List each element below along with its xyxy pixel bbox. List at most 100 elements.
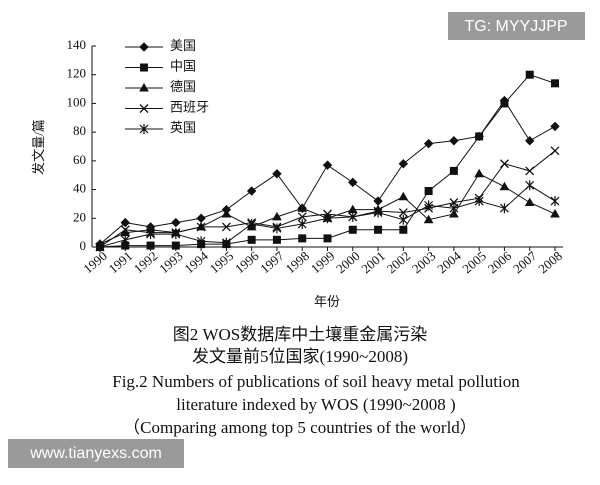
watermark: TG: MYYJJPP	[464, 18, 567, 35]
marker	[221, 208, 232, 218]
marker	[323, 213, 332, 224]
marker	[139, 42, 149, 52]
marker	[550, 121, 560, 132]
marker	[550, 146, 560, 156]
caption: Fig.2 Numbers of publications of soil he…	[112, 372, 520, 391]
marker	[120, 217, 130, 228]
watermark-box	[448, 12, 585, 40]
marker	[298, 234, 307, 243]
legend-label: 中国	[170, 58, 196, 73]
marker	[398, 208, 408, 218]
legend-label: 德国	[170, 79, 196, 94]
y-tick-label: 100	[67, 94, 87, 109]
y-tick-label: 60	[73, 152, 86, 167]
y-tick-label: 40	[73, 181, 86, 196]
marker	[449, 136, 459, 146]
marker	[500, 99, 509, 108]
x-tick-label: 1993	[156, 248, 186, 276]
marker	[499, 181, 510, 191]
x-tick-label: 2007	[510, 248, 540, 277]
marker	[297, 212, 307, 222]
marker	[171, 241, 180, 250]
marker	[297, 219, 307, 230]
y-tick-label: 0	[80, 238, 87, 253]
marker	[499, 159, 509, 169]
marker	[221, 237, 231, 248]
marker	[139, 82, 149, 92]
y-tick-label: 20	[73, 209, 86, 224]
y-tick-label: 80	[73, 123, 86, 138]
marker	[323, 234, 332, 243]
marker	[139, 124, 149, 134]
y-axis-label: 发文量/篇	[31, 119, 46, 175]
watermark: www.tianyexs.com	[29, 445, 162, 462]
x-tick-label: 1999	[308, 248, 338, 276]
x-tick-label: 1996	[232, 248, 262, 277]
marker	[171, 217, 181, 228]
x-tick-label: 1998	[283, 248, 313, 276]
marker	[196, 236, 206, 247]
marker	[525, 70, 534, 79]
marker	[525, 180, 535, 191]
caption: 发文量前5位国家(1990~2008)	[192, 347, 408, 366]
caption: （Comparing among top 5 countries of the …	[123, 418, 477, 437]
marker	[525, 136, 535, 146]
marker	[398, 159, 409, 169]
marker	[146, 241, 155, 250]
x-tick-label: 2004	[434, 248, 464, 277]
marker	[373, 196, 383, 206]
marker	[196, 213, 206, 223]
marker	[423, 214, 434, 224]
marker	[449, 166, 458, 175]
marker	[146, 229, 155, 240]
marker	[95, 242, 105, 252]
x-tick-label: 1997	[257, 248, 287, 277]
x-tick-label: 2005	[459, 248, 489, 276]
marker	[171, 229, 181, 240]
caption: literature indexed by WOS (1990~2008 )	[176, 395, 455, 414]
legend-label: 英国	[170, 120, 196, 135]
marker	[322, 160, 333, 170]
legend-label: 美国	[170, 38, 196, 53]
marker	[525, 166, 535, 176]
marker	[247, 219, 257, 230]
x-tick-label: 1994	[181, 248, 211, 277]
x-tick-label: 2000	[333, 248, 363, 276]
marker	[297, 203, 308, 212]
marker	[221, 222, 231, 232]
marker	[551, 79, 559, 88]
marker	[475, 132, 484, 141]
marker	[247, 235, 256, 244]
marker	[550, 208, 560, 218]
marker	[524, 197, 535, 206]
x-tick-label: 2003	[409, 248, 439, 276]
watermark-box	[8, 439, 184, 468]
marker	[423, 138, 434, 149]
marker	[120, 234, 130, 245]
x-tick-label: 2008	[535, 248, 565, 276]
x-axis-label: 年份	[314, 294, 340, 309]
marker	[120, 225, 130, 235]
marker	[272, 169, 282, 179]
marker	[399, 225, 408, 234]
marker	[196, 222, 206, 232]
y-tick-label: 140	[67, 37, 87, 52]
x-tick-label: 2002	[384, 248, 414, 276]
marker	[272, 211, 282, 221]
marker	[139, 104, 149, 113]
x-tick-label: 1991	[106, 248, 136, 276]
marker	[246, 186, 257, 196]
marker	[374, 225, 383, 234]
marker	[449, 208, 459, 218]
marker	[348, 211, 358, 222]
x-tick-label: 1995	[207, 248, 237, 276]
marker	[474, 196, 484, 207]
marker	[272, 223, 282, 234]
marker	[398, 191, 409, 201]
legend-label: 西班牙	[170, 99, 209, 114]
marker	[140, 63, 148, 72]
marker	[373, 207, 383, 218]
y-tick-label: 120	[67, 66, 87, 81]
